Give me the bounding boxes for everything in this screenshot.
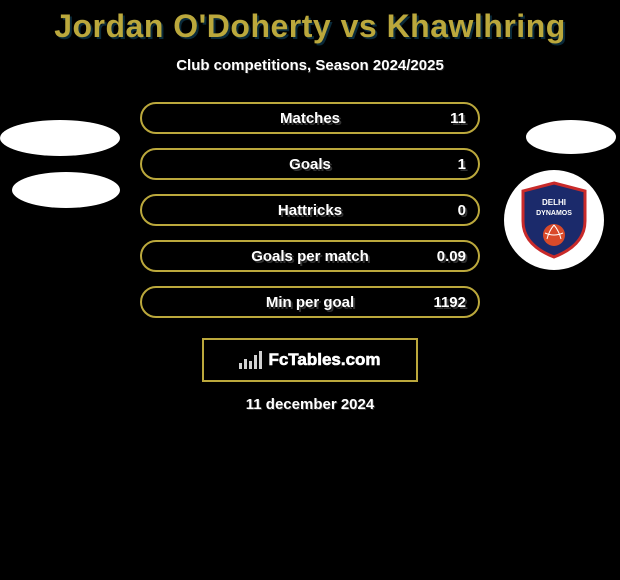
stat-label: Min per goal xyxy=(266,294,354,311)
stat-row: Goals 1 xyxy=(0,148,620,180)
stat-value: 11 xyxy=(450,110,466,127)
stat-bar-goals-per-match: Goals per match 0.09 xyxy=(140,240,480,272)
stat-row: Matches 11 xyxy=(0,102,620,134)
branding-box[interactable]: FcTables.com xyxy=(202,338,418,382)
stat-bar-min-per-goal: Min per goal 1192 xyxy=(140,286,480,318)
stat-label: Hattricks xyxy=(278,202,342,219)
stat-bar-hattricks: Hattricks 0 xyxy=(140,194,480,226)
stat-bar-goals: Goals 1 xyxy=(140,148,480,180)
stat-value: 1192 xyxy=(433,294,466,311)
stat-value: 0.09 xyxy=(437,248,466,265)
stat-label: Goals per match xyxy=(251,248,369,265)
stat-value: 0 xyxy=(458,202,466,219)
bar-chart-icon xyxy=(239,351,262,369)
footer-date: 11 december 2024 xyxy=(0,396,620,413)
vs-text: vs xyxy=(341,8,378,44)
branding-text: FcTables.com xyxy=(268,350,380,370)
player1-name: Jordan O'Doherty xyxy=(54,8,331,44)
stat-bar-matches: Matches 11 xyxy=(140,102,480,134)
page-title: Jordan O'Doherty vs Khawlhring xyxy=(0,8,620,45)
stat-row: Goals per match 0.09 xyxy=(0,240,620,272)
stat-label: Goals xyxy=(289,156,331,173)
stat-row: Hattricks 0 xyxy=(0,194,620,226)
player2-name: Khawlhring xyxy=(387,8,566,44)
stat-row: Min per goal 1192 xyxy=(0,286,620,318)
stat-value: 1 xyxy=(458,156,466,173)
subtitle: Club competitions, Season 2024/2025 xyxy=(0,57,620,74)
stat-label: Matches xyxy=(280,110,340,127)
